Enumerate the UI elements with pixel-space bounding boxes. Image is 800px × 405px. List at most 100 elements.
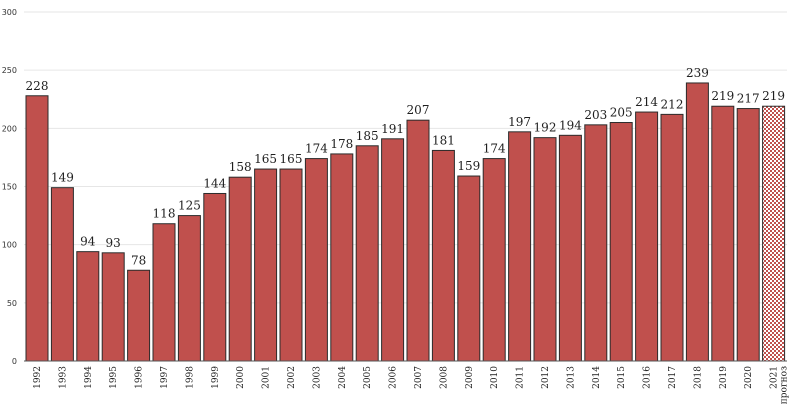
bar-2009 <box>457 175 481 362</box>
x-tick-label: 2007 <box>414 366 424 389</box>
data-label: 158 <box>229 160 252 174</box>
x-tick-label-group: 2002 <box>287 366 297 389</box>
y-tick-label: 300 <box>2 8 17 17</box>
x-tick-label: 2012 <box>541 366 551 389</box>
bar-1999 <box>203 192 227 362</box>
bar-1996 <box>127 269 151 362</box>
bar-1993 <box>50 187 74 362</box>
bar-2018 <box>685 82 709 362</box>
x-tick-label: 2017 <box>668 366 678 389</box>
data-label: 165 <box>254 152 277 166</box>
data-label: 192 <box>534 121 557 135</box>
x-tick-label: 2005 <box>363 366 373 389</box>
data-label: 219 <box>762 89 785 103</box>
bar-1994 <box>76 251 100 362</box>
x-tick-label-group: 2012 <box>541 366 551 389</box>
bar-2017 <box>660 113 684 362</box>
x-tick-label: 2011 <box>516 366 526 389</box>
bar-1992 <box>25 95 49 362</box>
x-tick-label: 2020 <box>744 366 754 389</box>
x-tick-label-group: 2006 <box>389 366 399 389</box>
data-label: 217 <box>737 92 760 106</box>
data-label: 212 <box>661 97 684 111</box>
data-label: 144 <box>203 176 226 190</box>
x-tick-label: 2013 <box>566 366 576 389</box>
y-tick-label: 250 <box>2 66 17 75</box>
data-label: 78 <box>131 253 146 267</box>
x-tick-label: прогноз <box>780 366 790 404</box>
x-tick-label: 1996 <box>135 366 145 389</box>
data-label: 205 <box>610 106 633 120</box>
x-tick-label: 2016 <box>643 366 653 389</box>
bar-2005 <box>355 145 379 362</box>
x-tick-label: 2021 <box>770 366 780 389</box>
data-label: 197 <box>508 115 531 129</box>
data-label: 165 <box>280 152 303 166</box>
bar-2012 <box>533 137 557 362</box>
data-label: 174 <box>483 142 506 156</box>
x-tick-label-group: 1993 <box>58 366 68 389</box>
x-tick-label: 2000 <box>236 366 246 389</box>
data-label: 94 <box>80 235 96 249</box>
bar-1998 <box>177 215 201 362</box>
x-tick-label: 2015 <box>617 366 627 389</box>
data-label: 159 <box>457 159 480 173</box>
data-label: 228 <box>26 79 49 93</box>
x-tick-label-group: 2010 <box>490 366 500 389</box>
bar-2002 <box>279 168 303 362</box>
data-label: 185 <box>356 129 379 143</box>
bar-2000 <box>228 176 252 362</box>
x-tick-label-group: 2021 прогноз <box>770 366 790 404</box>
y-tick-label: 200 <box>2 124 17 133</box>
x-tick-label-group: 1992 <box>33 366 43 389</box>
x-tick-label-group: 2013 <box>566 366 576 389</box>
bar-2014 <box>584 124 608 362</box>
x-tick-label-group: 2016 <box>643 366 653 389</box>
x-tick-label-group: 2015 <box>617 366 627 389</box>
data-label: 214 <box>635 95 658 109</box>
bar-2010 <box>482 158 506 362</box>
x-tick-label: 1998 <box>185 366 195 389</box>
x-tick-label: 2008 <box>439 366 449 389</box>
bar-1997 <box>152 223 176 362</box>
x-tick-label: 2014 <box>592 366 602 389</box>
x-tick-label-group: 1999 <box>211 366 221 389</box>
x-tick-label: 2001 <box>262 366 272 389</box>
x-tick-label-group: 2005 <box>363 366 373 389</box>
x-tick-label: 2003 <box>312 366 322 389</box>
x-tick-label-group: 2009 <box>465 366 475 389</box>
data-label: 125 <box>178 199 201 213</box>
y-tick-label: 0 <box>12 357 17 366</box>
data-label: 239 <box>686 66 709 80</box>
bar-1995 <box>101 252 125 362</box>
x-tick-label-group: 2020 <box>744 366 754 389</box>
y-tick-label: 150 <box>2 183 17 192</box>
data-label: 194 <box>559 118 582 132</box>
x-tick-label-group: 2003 <box>312 366 322 389</box>
bar-2001 <box>254 168 278 362</box>
x-tick-label: 2002 <box>287 366 297 389</box>
x-tick-label-group: 2019 <box>719 366 729 389</box>
bar-2021 <box>762 105 786 362</box>
x-tick-label-group: 2000 <box>236 366 246 389</box>
bar-2019 <box>711 105 735 362</box>
bar-2004 <box>330 153 354 362</box>
x-tick-label-group: 2004 <box>338 366 348 389</box>
x-tick-label: 1999 <box>211 366 221 389</box>
bars <box>25 82 786 362</box>
x-tick-label-group: 1998 <box>185 366 195 389</box>
data-label: 118 <box>153 207 176 221</box>
bar-2003 <box>304 158 328 362</box>
x-tick-label: 2009 <box>465 366 475 389</box>
x-tick-label: 2006 <box>389 366 399 389</box>
data-label: 191 <box>381 122 404 136</box>
x-tick-label: 2018 <box>693 366 703 389</box>
bar-2013 <box>558 134 582 362</box>
x-tick-label-group: 1997 <box>160 366 170 389</box>
x-tick-label: 1992 <box>33 366 43 389</box>
x-tick-label-group: 1994 <box>84 366 94 389</box>
x-tick-label: 2019 <box>719 366 729 389</box>
